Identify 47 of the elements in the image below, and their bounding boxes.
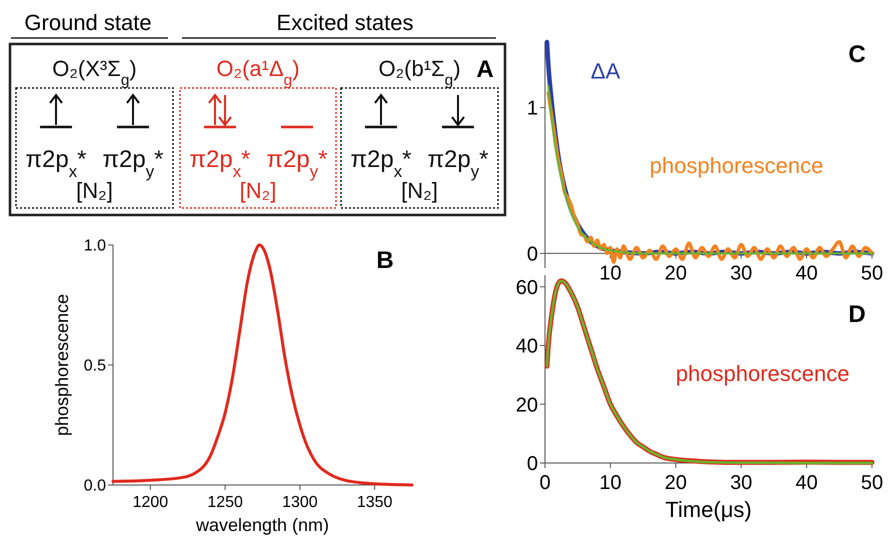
text: [N₂]	[76, 178, 113, 203]
x-tick-label: 20	[664, 262, 687, 284]
text: Excited states	[276, 10, 414, 35]
text: O₂(X³Σ$_{g}$)	[52, 56, 137, 88]
text: π2p$_{y}$*	[428, 146, 488, 180]
x-tick-label: 40	[795, 262, 818, 284]
text: O₂(a¹Δ$_{g}$)	[216, 56, 300, 88]
chart-title: C	[848, 41, 866, 68]
text: A	[476, 56, 494, 83]
x-tick-label: 1250	[207, 494, 244, 511]
series-label: ΔA	[590, 58, 620, 84]
x-tick-label: 10	[599, 472, 622, 494]
text: π2p$_{x}$*	[26, 146, 86, 180]
x-tick-label: 30	[730, 262, 752, 284]
text: phosphorescence	[650, 153, 824, 178]
x-tick-label: 1200	[132, 494, 168, 511]
y-tick-label: 0	[526, 453, 538, 475]
text: 0.0	[84, 478, 106, 495]
y-tick-label: 20	[516, 394, 538, 416]
chart-title: B	[376, 247, 394, 274]
text: π2p$_{y}$*	[266, 146, 328, 180]
x-tick-label: 1300	[282, 494, 318, 511]
x-tick-label: 40	[795, 472, 818, 494]
y-tick-label: 0.5	[84, 358, 106, 375]
x-tick-label: 50	[860, 262, 884, 284]
y-tick-label: 60	[516, 276, 538, 299]
text: O₂(b¹Σ$_{g}$)	[378, 56, 461, 88]
text: π2p$_{x}$*	[350, 146, 412, 180]
y-axis-title: phosphorescence	[52, 294, 72, 436]
text: phosphorescence	[676, 360, 850, 386]
text: π2p$_{x}$*	[190, 146, 250, 180]
x-axis-title: Time(μs)	[665, 497, 752, 522]
text: Ground state	[24, 10, 152, 35]
x-tick-label: 1350	[356, 494, 393, 511]
y-tick-label: 1.0	[84, 238, 106, 255]
text: [N₂]	[401, 178, 438, 203]
x-tick-label: 10	[599, 262, 622, 284]
y-tick-label: 1	[526, 98, 538, 120]
x-tick-label: 20	[664, 472, 687, 494]
x-axis-title: wavelength (nm)	[194, 515, 330, 535]
text: π2p$_{y}$*	[102, 146, 164, 180]
x-tick-label: 50	[860, 472, 884, 494]
text: D	[848, 301, 866, 328]
x-tick-label: 30	[730, 472, 752, 494]
y-tick-label: 0	[526, 243, 538, 266]
y-tick-label: 40	[516, 336, 538, 358]
text: [N₂]	[240, 178, 276, 203]
